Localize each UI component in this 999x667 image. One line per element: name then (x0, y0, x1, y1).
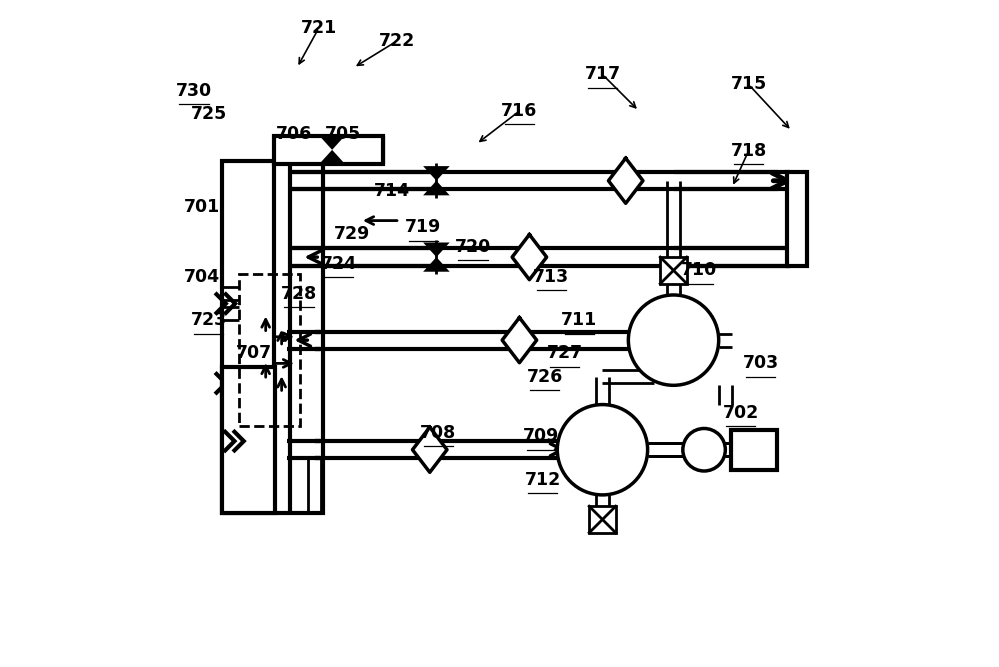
Polygon shape (291, 172, 434, 189)
Bar (274, 135, 384, 164)
Polygon shape (718, 386, 732, 405)
Text: 717: 717 (584, 65, 620, 83)
Text: 701: 701 (184, 198, 220, 216)
Polygon shape (320, 150, 344, 163)
Polygon shape (608, 158, 643, 203)
Text: 721: 721 (301, 19, 337, 37)
Polygon shape (222, 307, 239, 320)
Polygon shape (315, 441, 320, 458)
Polygon shape (424, 257, 450, 271)
Polygon shape (287, 331, 324, 349)
Polygon shape (291, 249, 790, 265)
Bar (660, 257, 686, 283)
Polygon shape (725, 443, 730, 456)
Bar (787, 172, 807, 265)
Polygon shape (628, 331, 665, 349)
Text: 704: 704 (184, 268, 220, 286)
Polygon shape (667, 181, 680, 257)
Text: 714: 714 (374, 181, 410, 199)
Circle shape (628, 295, 718, 386)
Text: 711: 711 (561, 311, 597, 329)
Text: 719: 719 (405, 218, 442, 236)
Polygon shape (595, 377, 609, 405)
Text: 708: 708 (421, 424, 457, 442)
Text: 705: 705 (326, 125, 362, 143)
Text: 725: 725 (191, 105, 227, 123)
Text: 703: 703 (742, 354, 778, 372)
Polygon shape (424, 181, 450, 195)
Polygon shape (413, 427, 447, 472)
Circle shape (557, 405, 647, 495)
Polygon shape (667, 283, 680, 295)
Polygon shape (602, 370, 653, 384)
Polygon shape (315, 331, 320, 349)
Polygon shape (315, 331, 665, 349)
Text: 723: 723 (191, 311, 227, 329)
Text: 728: 728 (281, 285, 317, 303)
Text: 720: 720 (455, 238, 492, 256)
Text: 727: 727 (546, 344, 582, 362)
Text: 713: 713 (533, 268, 569, 286)
Bar (222, 367, 275, 513)
Polygon shape (647, 374, 660, 377)
Polygon shape (315, 441, 562, 458)
Polygon shape (291, 172, 778, 189)
Text: 722: 722 (379, 32, 415, 50)
Text: 724: 724 (321, 255, 357, 273)
Text: 729: 729 (334, 225, 371, 243)
Polygon shape (291, 249, 434, 265)
Bar (239, 273, 301, 426)
Polygon shape (647, 443, 732, 456)
Polygon shape (424, 166, 450, 181)
Polygon shape (309, 458, 322, 513)
Text: 702: 702 (722, 404, 758, 422)
Text: 706: 706 (276, 125, 312, 143)
Polygon shape (718, 334, 732, 347)
Polygon shape (222, 367, 239, 380)
Text: 710: 710 (680, 261, 717, 279)
Bar (589, 506, 615, 533)
Circle shape (683, 428, 725, 471)
Polygon shape (222, 387, 239, 400)
Polygon shape (512, 235, 546, 279)
Text: 712: 712 (524, 471, 560, 489)
Text: 715: 715 (730, 75, 766, 93)
Text: 716: 716 (501, 102, 537, 120)
Polygon shape (222, 287, 239, 300)
Polygon shape (287, 441, 324, 458)
Text: 709: 709 (523, 428, 559, 446)
Bar (222, 161, 324, 513)
Polygon shape (424, 243, 450, 257)
Text: 718: 718 (730, 142, 766, 160)
Polygon shape (673, 249, 790, 265)
Bar (730, 430, 777, 470)
Polygon shape (502, 317, 536, 363)
Polygon shape (673, 172, 790, 189)
Polygon shape (595, 495, 609, 506)
Text: 726: 726 (526, 368, 562, 386)
Polygon shape (647, 443, 683, 456)
Text: 707: 707 (236, 344, 272, 362)
Polygon shape (320, 137, 344, 150)
Text: 730: 730 (176, 82, 212, 100)
